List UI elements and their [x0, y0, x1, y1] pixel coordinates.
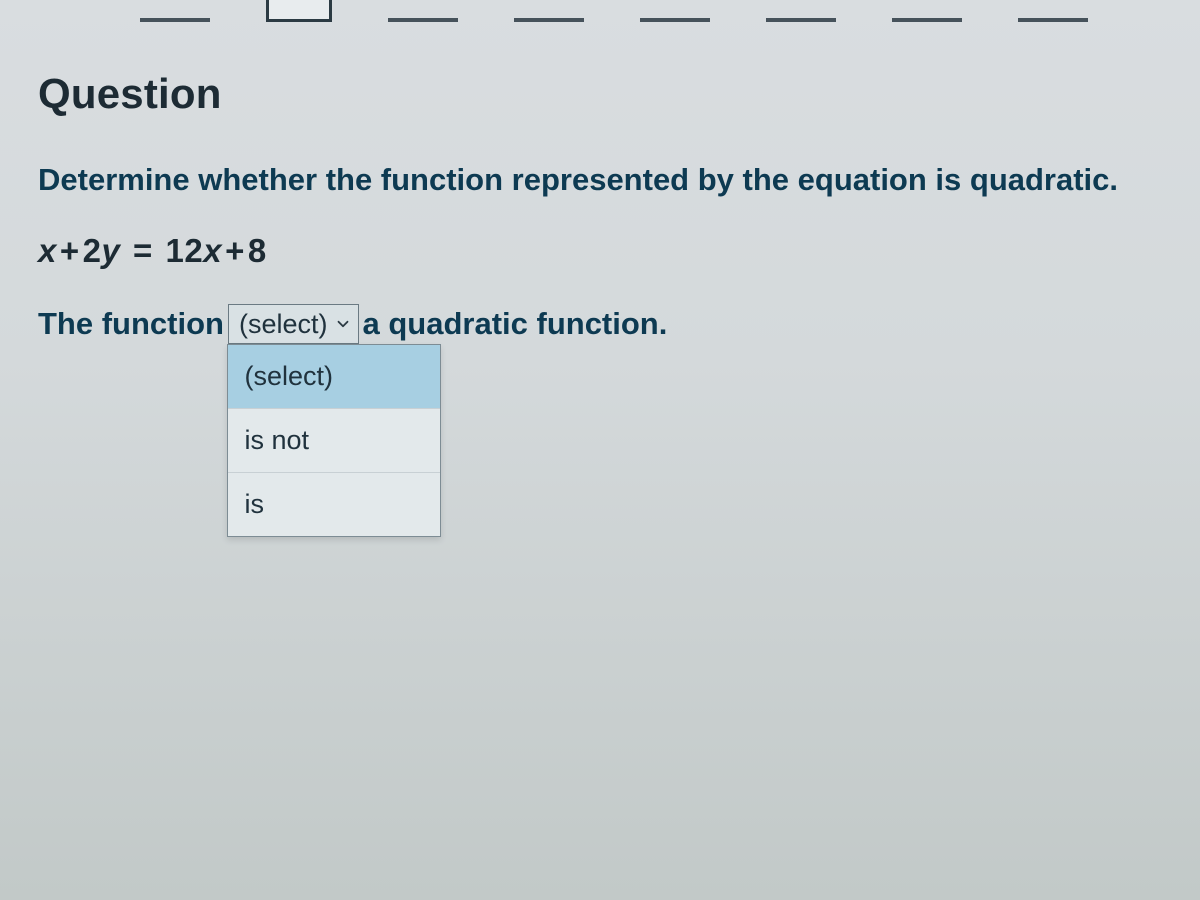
answer-select[interactable]: (select) (select) is not is: [228, 304, 359, 344]
eq-op: +: [57, 232, 83, 269]
select-option-is-not[interactable]: is not: [228, 408, 440, 472]
question-content: Question Determine whether the function …: [38, 70, 1170, 344]
toolbar-dash: [388, 18, 458, 22]
eq-var: x: [203, 232, 222, 269]
eq-const: 8: [248, 232, 267, 269]
question-equation: x+2y = 12x+8: [38, 232, 1170, 270]
toolbar-dash: [766, 18, 836, 22]
toolbar-dash: [640, 18, 710, 22]
answer-select-dropdown: (select) is not is: [227, 344, 441, 537]
question-heading: Question: [38, 70, 1170, 118]
toolbar-dash: [892, 18, 962, 22]
select-option-placeholder[interactable]: (select): [228, 345, 440, 408]
question-instruction: Determine whether the function represent…: [38, 162, 1170, 198]
answer-text-after: a quadratic function.: [363, 306, 668, 342]
chevron-down-icon: [334, 315, 352, 333]
toolbar-dash: [140, 18, 210, 22]
eq-var: x: [38, 232, 57, 269]
eq-op: +: [222, 232, 248, 269]
select-option-is[interactable]: is: [228, 472, 440, 536]
eq-coef: 2: [83, 232, 102, 269]
eq-equals: =: [130, 232, 156, 269]
answer-sentence: The function (select) (select) is not is…: [38, 304, 1170, 344]
answer-text-before: The function: [38, 306, 224, 342]
eq-var: y: [102, 232, 121, 269]
toolbar-checkbox-placeholder: [266, 0, 332, 22]
toolbar-dash: [1018, 18, 1088, 22]
toolbar-dash: [514, 18, 584, 22]
toolbar-hint-strip: [0, 0, 1200, 22]
eq-coef: 12: [165, 232, 203, 269]
answer-select-value: (select): [239, 309, 328, 340]
